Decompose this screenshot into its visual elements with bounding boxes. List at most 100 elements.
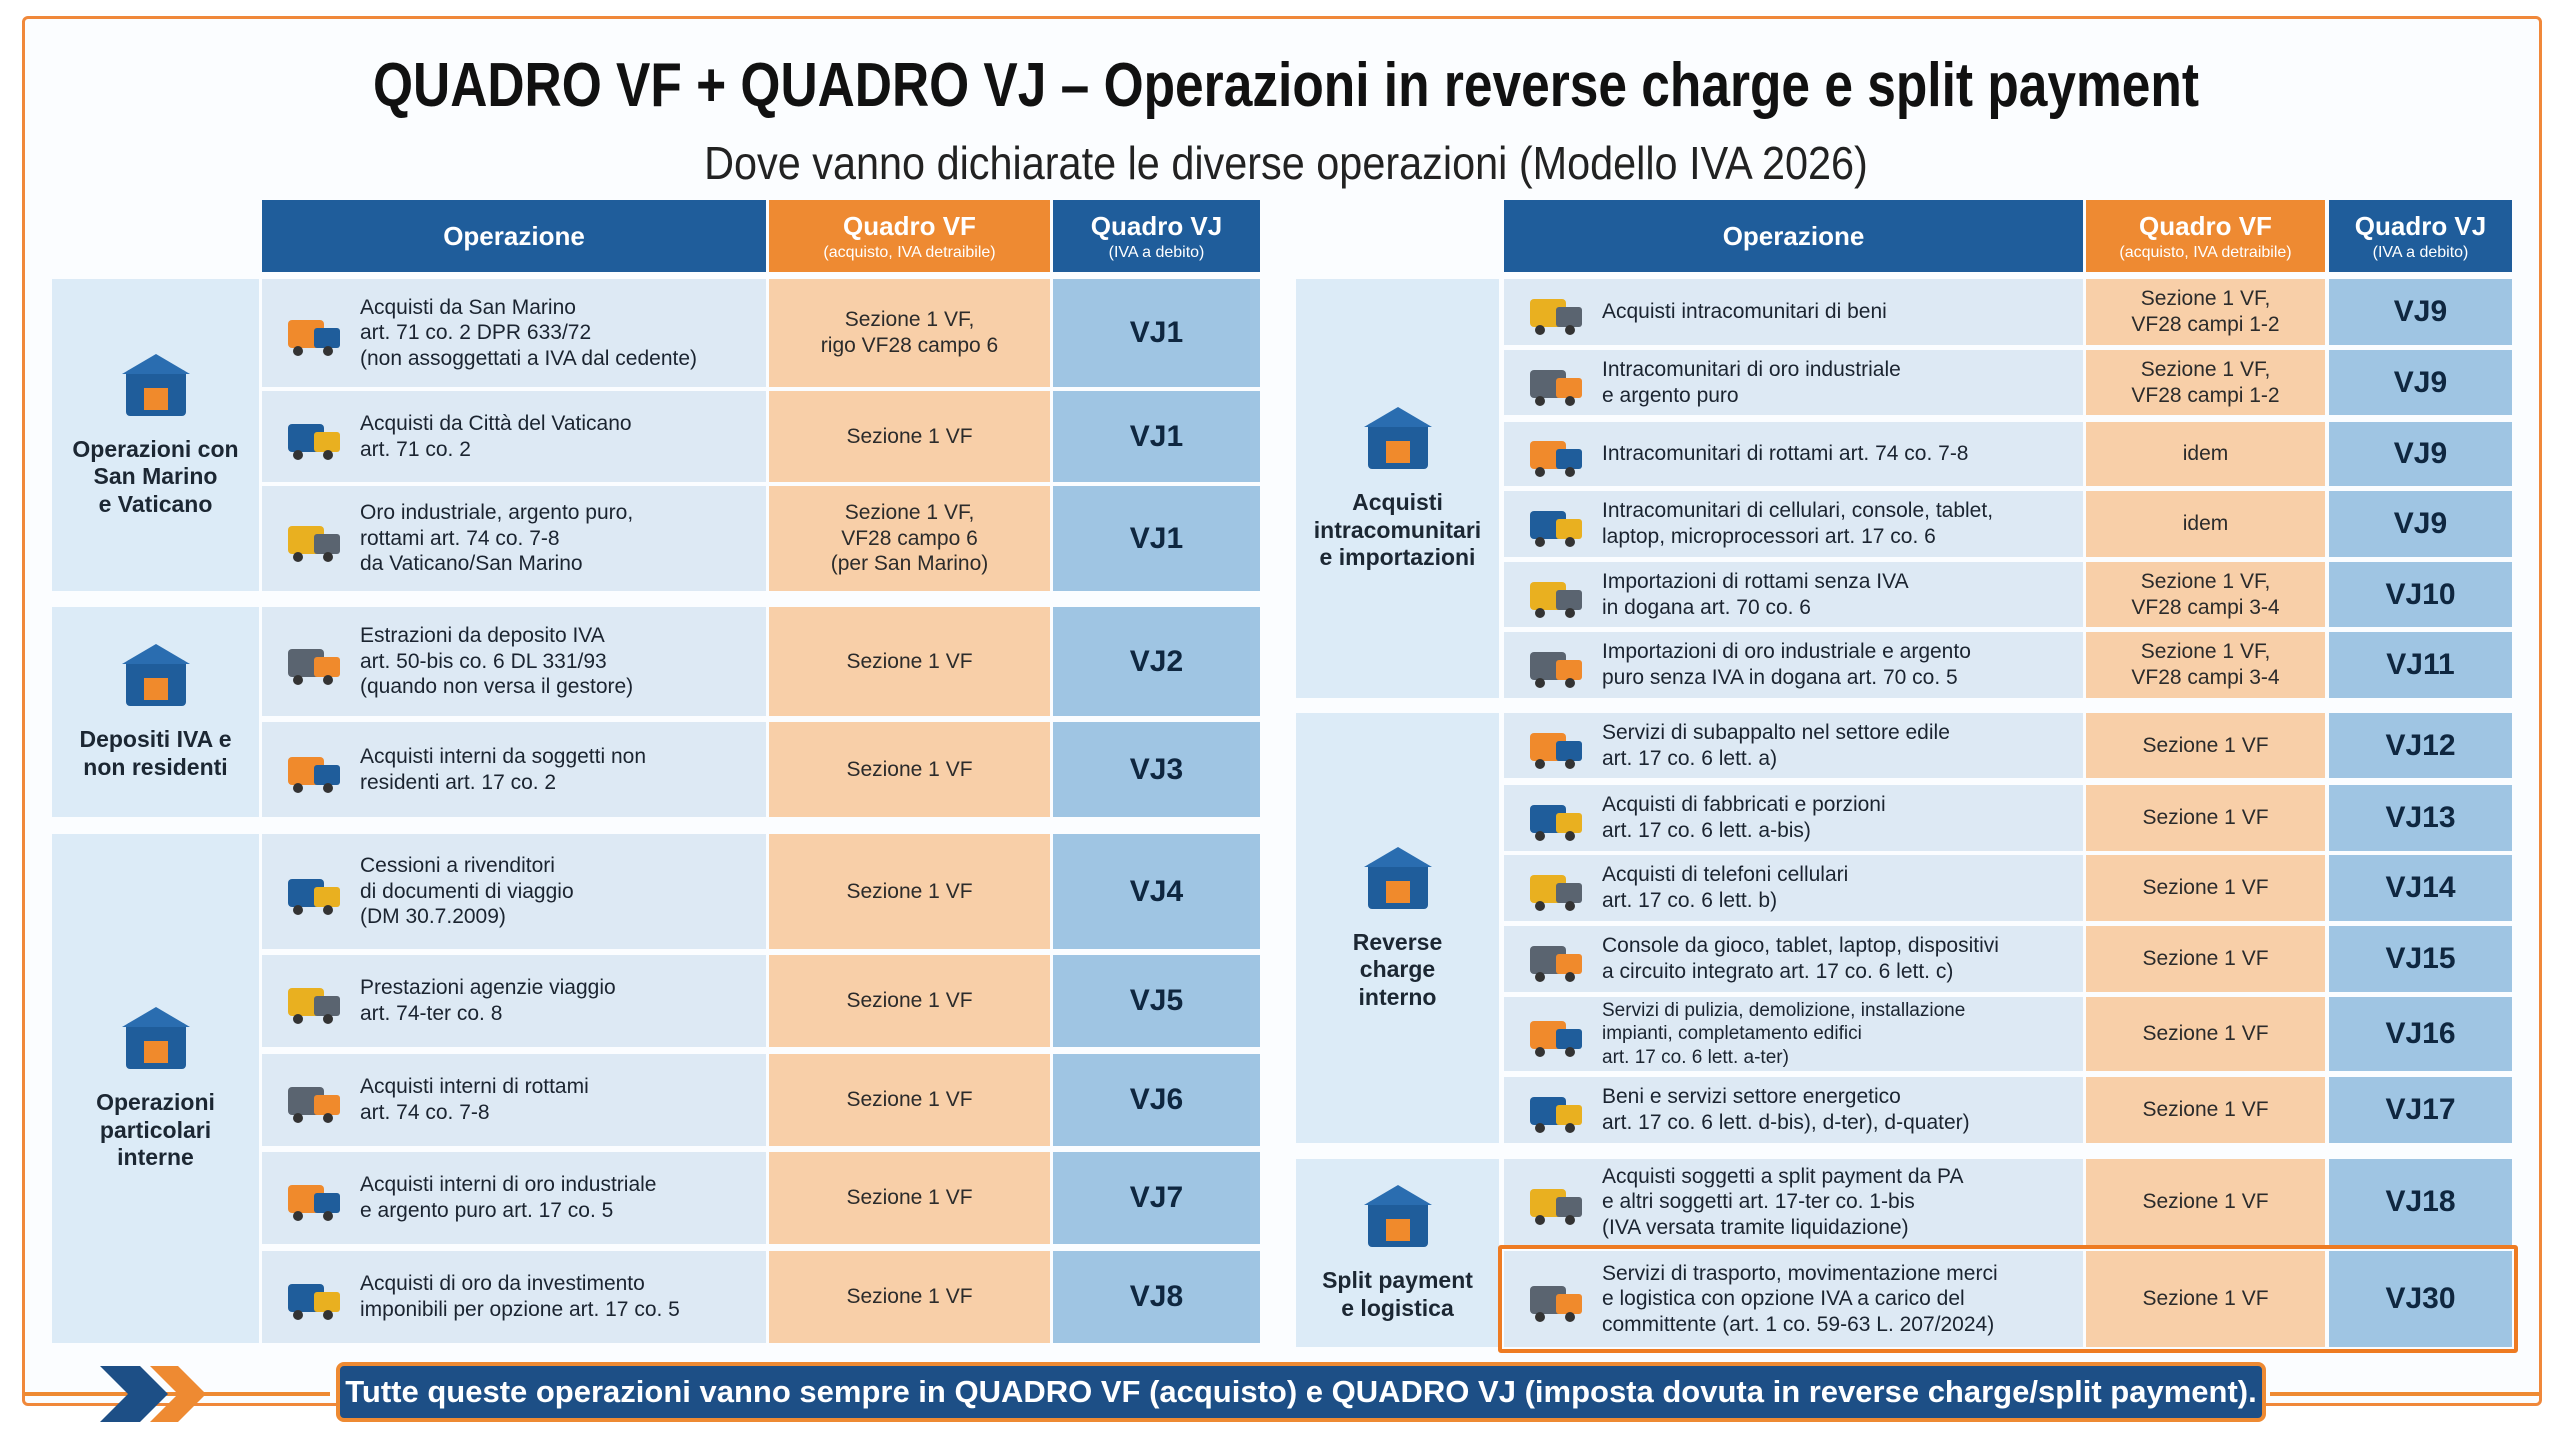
quadro-vf-line: VF28 campi 1-2 [2131,313,2280,336]
group-icon [121,644,190,707]
quadro-vf-cell: Sezione 1 VF, VF28 campi 3-4 [2086,562,2325,627]
operation-line: Cessioni a rivenditori [360,854,555,878]
row-icon [1530,1097,1582,1133]
group-label-line: particolari [99,1116,212,1143]
operation-cell: Acquisti da Città del Vaticano art. 71 co… [262,391,766,482]
operation-line: art. 17 co. 6 lett. b) [1602,889,1778,912]
column-header-label: Quadro VJ [2354,210,2487,241]
operation-line: art. 17 co. 6 lett. a) [1602,746,1778,770]
title: QUADRO VF + QUADRO VJ – Operazioni in re… [373,51,2199,120]
row-icon [288,756,340,793]
operation-text: Intracomunitari di oro industriale e arge… [1602,357,1901,408]
quadro-vf-cell: Sezione 1 VF [2086,713,2325,778]
row-icon [288,648,340,685]
group-label-line: non residenti [83,754,228,780]
quadro-vj-cell: VJ14 [2329,855,2512,921]
group-icon [121,353,190,416]
group-label-line: e logistica [1341,1295,1454,1321]
quadro-vf-cell: Sezione 1 VF, VF28 campi 1-2 [2086,279,2325,345]
quadro-vj-cell: VJ1 [1053,391,1260,482]
quadro-vf-line: Sezione 1 VF [2142,1190,2269,1214]
quadro-vf-cell: Sezione 1 VF [2086,997,2325,1071]
operation-line: e logistica con opzione IVA a carico del [1602,1287,1965,1311]
quadro-vf-line: Sezione 1 VF [846,1088,973,1112]
quadro-vf-line: Sezione 1 VF [2142,1022,2269,1046]
operation-text: Prestazioni agenzie viaggio art. 74-ter c… [360,975,616,1026]
quadro-vf-cell: Sezione 1 VF [2086,926,2325,992]
group-label-line: intracomunitari [1313,516,1482,543]
operation-line: Beni e servizi settore energetico [1602,1085,1901,1109]
group-label-line: Reverse [1352,928,1443,955]
operation-line: Estrazioni da deposito IVA [360,624,605,648]
group-label: Operazioni con San Marino e Vaticano [52,279,259,591]
group-label-line: Depositi IVA e [79,726,232,753]
group-icon [1363,407,1432,470]
quadro-vf-cell: Sezione 1 VF [769,1054,1050,1146]
group-label-line: Split payment [1322,1267,1473,1294]
group-icon [1363,1185,1432,1248]
quadro-vf-line: Sezione 1 VF [846,649,973,673]
row-icon [1530,1286,1582,1322]
operation-cell: Intracomunitari di cellulari, console, t… [1504,491,2083,557]
quadro-vj-cell: VJ7 [1053,1152,1260,1244]
operation-line: Acquisti intracomunitari di beni [1602,300,1887,324]
quadro-vf-cell: Sezione 1 VF [769,722,1050,817]
operation-cell: Acquisti di fabbricati e porzioni art. 17… [1504,785,2083,851]
footer-note: Tutte queste operazioni vanno sempre in … [336,1362,2266,1422]
column-header-label: Operazione [1722,220,1865,251]
operation-text: Servizi di subappalto nel settore edile a… [1602,720,1950,771]
quadro-vj-cell: VJ15 [2329,926,2512,992]
operation-line: impianti, completamento edifici [1602,1023,1862,1045]
column-header-label: Quadro VF [2139,210,2272,241]
column-header-sublabel: (IVA a debito) [2372,243,2469,261]
quadro-vf-line: Sezione 1 VF [846,424,973,448]
quadro-vf-line: Sezione 1 VF [846,1186,973,1210]
row-icon [1530,1189,1582,1225]
quadro-vj-cell: VJ9 [2329,350,2512,415]
operation-cell: Servizi di trasporto, movimentazione mer… [1504,1251,2083,1347]
operation-cell: Oro industriale, argento puro, rottami ar… [262,486,766,591]
group-label: Reverse charge interno [1296,713,1499,1143]
group-label: Operazioni particolari interne [52,834,259,1343]
group-label-line: Operazioni con [72,435,239,462]
column-header: Operazione [1504,200,2083,272]
operation-line: Intracomunitari di rottami art. 74 co. 7… [1602,442,1969,466]
operation-line: art. 17 co. 6 lett. a-bis) [1602,819,1811,842]
operation-line: Servizi di subappalto nel settore edile [1602,720,1950,744]
operation-cell: Servizi di subappalto nel settore edile a… [1504,713,2083,778]
column-header-label: Quadro VF [843,210,976,241]
group-label-line: San Marino [93,463,218,490]
quadro-vf-cell: Sezione 1 VF [769,1152,1050,1244]
row-icon [1530,369,1582,406]
operation-line: Acquisti di telefoni cellulari [1602,863,1849,887]
operation-line: Acquisti interni da soggetti non [360,744,647,768]
quadro-vf-cell: idem [2086,491,2325,557]
operation-line: imponibili per opzione art. 17 co. 5 [360,1298,680,1321]
quadro-vf-line: Sezione 1 VF, [2140,640,2271,664]
column-header: Operazione [262,200,766,272]
column-header-sublabel: (acquisto, IVA detraibile) [823,243,996,261]
quadro-vf-cell: Sezione 1 VF [2086,855,2325,921]
operation-text: Acquisti interni di oro industriale e arg… [360,1172,656,1223]
quadro-vj-cell: VJ30 [2329,1251,2512,1347]
quadro-vf-cell: Sezione 1 VF [769,1251,1050,1343]
quadro-vj-cell: VJ11 [2329,632,2512,698]
operation-line: Servizi di pulizia, demolizione, install… [1602,1000,1966,1022]
operation-text: Acquisti di oro da investimento imponibil… [360,1271,680,1322]
column-header: Quadro VJ (IVA a debito) [1053,200,1260,272]
operation-line: art. 74-ter co. 8 [360,1002,503,1025]
operation-line: Acquisti interni di rottami [360,1075,589,1099]
quadro-vf-line: Sezione 1 VF [846,989,973,1013]
quadro-vf-line: idem [2182,512,2229,536]
quadro-vf-cell: Sezione 1 VF [769,834,1050,949]
operation-line: Importazioni di oro industriale e argent… [1602,640,1971,664]
footer-decoration [24,1366,2540,1422]
row-icon [1530,732,1582,769]
quadro-vf-cell: Sezione 1 VF [2086,1159,2325,1245]
operation-text: Acquisti da San Marino art. 71 co. 2 DPR … [360,295,697,372]
operation-cell: Acquisti interni da soggetti non resident… [262,722,766,817]
operation-text: Intracomunitari di rottami art. 74 co. 7… [1602,441,1969,467]
operation-text: Acquisti di fabbricati e porzioni art. 17… [1602,792,1886,843]
row-icon [288,988,340,1024]
quadro-vj-cell: VJ13 [2329,785,2512,851]
